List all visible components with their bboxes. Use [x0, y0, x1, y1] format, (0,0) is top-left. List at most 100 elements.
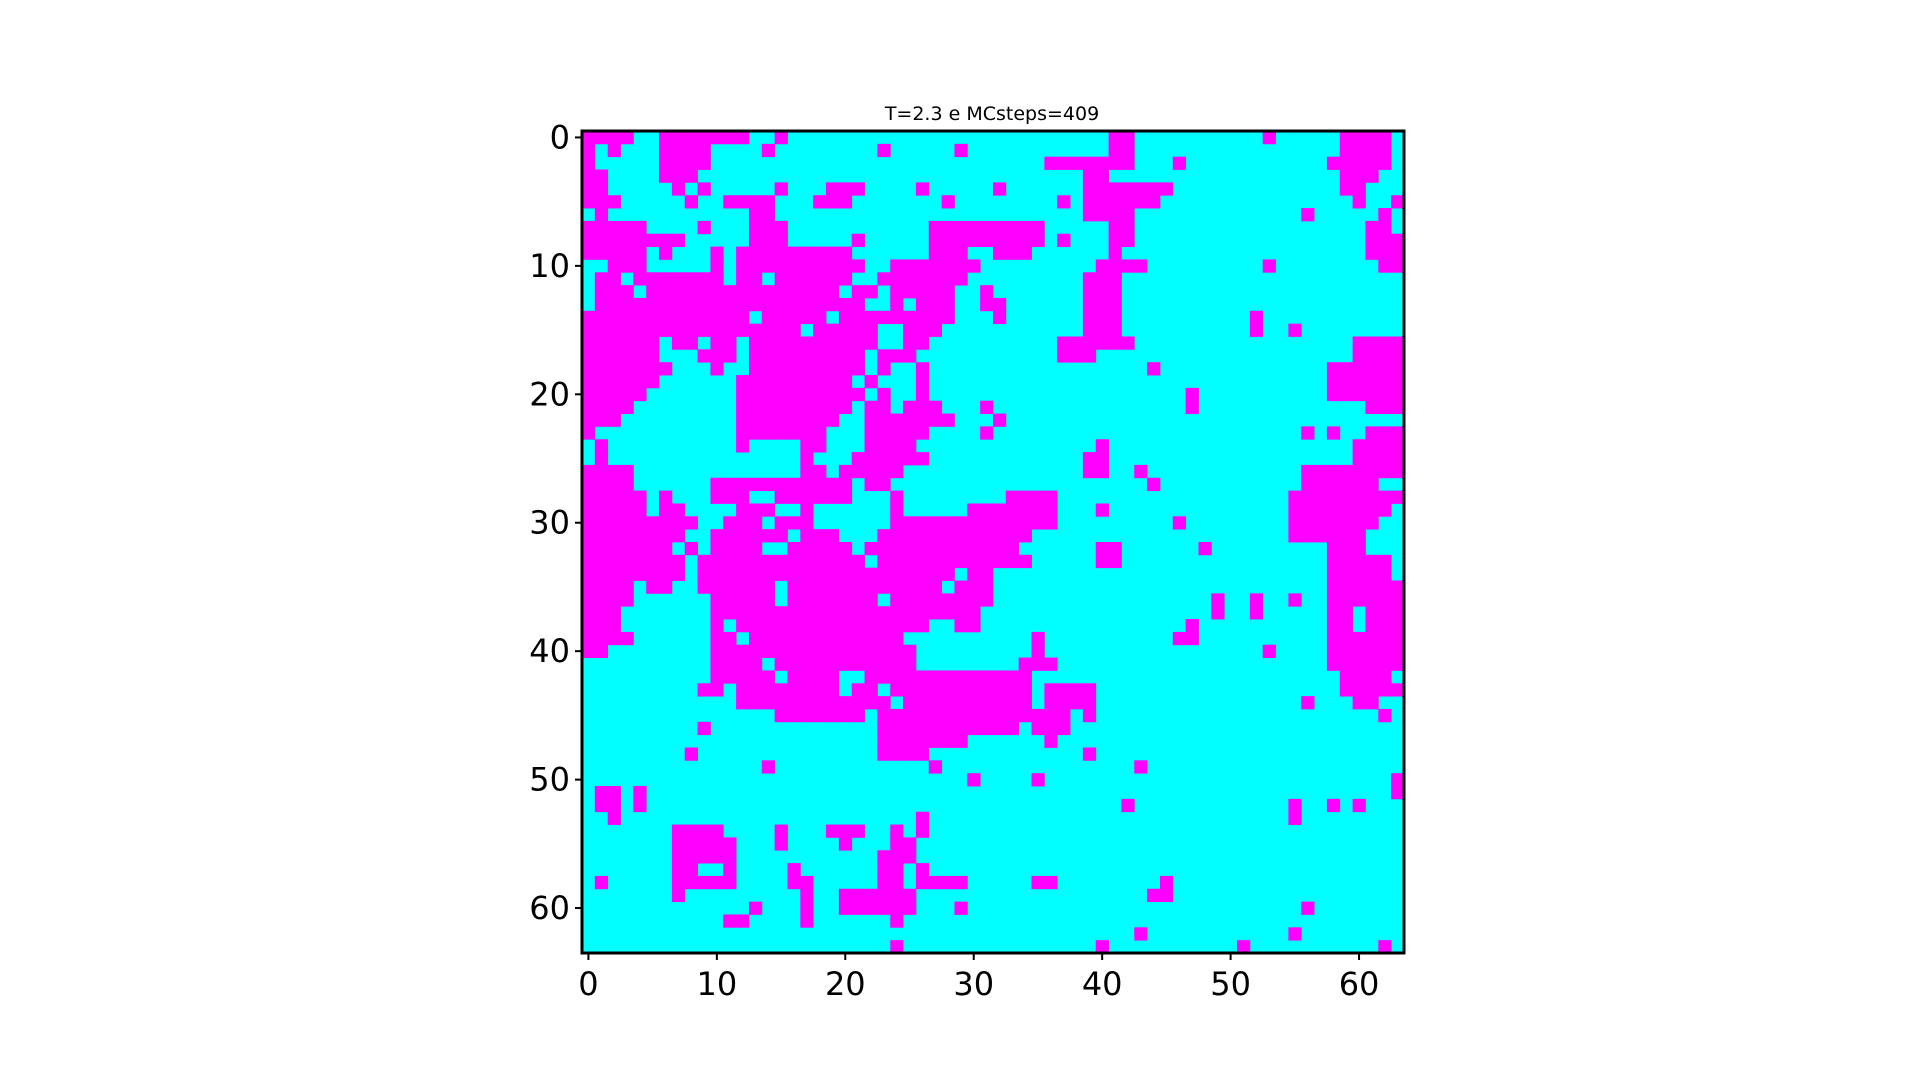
heatmap-cell — [851, 464, 865, 479]
heatmap-cell — [710, 362, 724, 376]
heatmap-cell — [890, 439, 904, 453]
heatmap-cell — [1262, 644, 1276, 658]
heatmap-cell — [594, 208, 609, 222]
heatmap-cell — [1095, 439, 1109, 453]
heatmap-cell — [736, 375, 750, 389]
heatmap-cell — [838, 901, 853, 915]
heatmap-cell — [1352, 375, 1366, 389]
heatmap-cell — [787, 259, 801, 273]
heatmap-cell — [761, 580, 776, 594]
heatmap-cell — [941, 516, 955, 530]
heatmap-cell — [967, 529, 981, 543]
heatmap-cell — [633, 786, 647, 800]
heatmap-cell — [1005, 490, 1020, 504]
heatmap-cell — [1365, 696, 1379, 710]
heatmap-cell — [941, 567, 955, 581]
heatmap-cell — [582, 413, 596, 427]
heatmap-cell — [748, 644, 763, 658]
heatmap-cell — [787, 644, 801, 658]
heatmap-cell — [684, 131, 698, 145]
heatmap-cell — [1352, 567, 1366, 581]
heatmap-cell — [928, 310, 943, 325]
heatmap-cell — [993, 413, 1007, 427]
heatmap-cell — [594, 169, 609, 183]
heatmap-cell — [1352, 477, 1366, 492]
heatmap-cell — [1301, 901, 1315, 915]
heatmap-cell — [748, 323, 763, 337]
heatmap-cell — [1095, 464, 1109, 479]
heatmap-cell — [594, 285, 609, 299]
heatmap-cell — [877, 310, 891, 325]
heatmap-cell — [594, 786, 609, 800]
heatmap-cell — [723, 657, 737, 671]
heatmap-cell — [1365, 143, 1379, 158]
heatmap-cell — [723, 850, 737, 864]
heatmap-cell — [1352, 593, 1366, 607]
heatmap-cell — [774, 246, 788, 260]
heatmap-cell — [1352, 696, 1366, 710]
heatmap-cell — [723, 477, 737, 492]
heatmap-cell — [890, 837, 904, 851]
heatmap-cell — [1147, 195, 1161, 209]
heatmap-cell — [890, 863, 904, 877]
heatmap-cell — [1391, 580, 1405, 594]
heatmap-cell — [928, 233, 943, 247]
heatmap-cell — [607, 131, 621, 145]
heatmap-cell — [1044, 734, 1058, 748]
heatmap-cell — [633, 554, 647, 569]
heatmap-cell — [915, 375, 930, 389]
heatmap-cell — [1339, 182, 1354, 196]
heatmap-cell — [723, 336, 737, 350]
heatmap-cell — [864, 375, 878, 389]
heatmap-cell — [671, 169, 686, 183]
heatmap-cell — [736, 490, 750, 504]
heatmap-cell — [941, 875, 955, 890]
heatmap-cell — [1095, 182, 1109, 196]
heatmap-cell — [877, 670, 891, 684]
heatmap-cell — [774, 272, 788, 286]
heatmap-cell — [1378, 567, 1392, 581]
heatmap-cell — [1031, 657, 1045, 671]
heatmap-cell — [723, 875, 737, 890]
heatmap-cell — [800, 375, 814, 389]
heatmap-cell — [1070, 156, 1084, 170]
heatmap-cell — [838, 310, 853, 325]
heatmap-cell — [838, 182, 853, 196]
heatmap-cell — [723, 914, 737, 928]
heatmap-cell — [1339, 593, 1354, 607]
heatmap-cell — [1391, 362, 1405, 376]
heatmap-cell — [1378, 208, 1392, 222]
heatmap-cell — [903, 721, 917, 736]
heatmap-cell — [748, 516, 763, 530]
heatmap-cell — [864, 619, 878, 633]
heatmap-cell — [1352, 131, 1366, 145]
heatmap-cell — [1339, 490, 1354, 504]
heatmap-cell — [838, 195, 853, 209]
heatmap-cell — [813, 413, 827, 427]
heatmap-cell — [980, 503, 994, 517]
heatmap-cell — [1082, 297, 1097, 312]
heatmap-cell — [620, 233, 634, 247]
heatmap-cell — [594, 131, 609, 145]
heatmap-cell — [1378, 503, 1392, 517]
heatmap-cell — [684, 824, 698, 838]
heatmap-cell — [1288, 529, 1302, 543]
heatmap-cell — [813, 619, 827, 633]
heatmap-cell — [620, 567, 634, 581]
heatmap-cell — [826, 297, 840, 312]
heatmap-cell — [1301, 503, 1315, 517]
heatmap-cell — [800, 426, 814, 440]
heatmap-cell — [761, 670, 776, 684]
heatmap-cell — [877, 606, 891, 620]
heatmap-cell — [787, 246, 801, 260]
heatmap-cell — [787, 490, 801, 504]
heatmap-cell — [774, 220, 788, 235]
heatmap-cell — [928, 400, 943, 414]
heatmap-cell — [1044, 683, 1058, 697]
heatmap-cell — [838, 490, 853, 504]
heatmap-cell — [607, 554, 621, 569]
heatmap-cell — [633, 246, 647, 260]
heatmap-cell — [671, 824, 686, 838]
heatmap-cell — [813, 310, 827, 325]
heatmap-cell — [774, 233, 788, 247]
